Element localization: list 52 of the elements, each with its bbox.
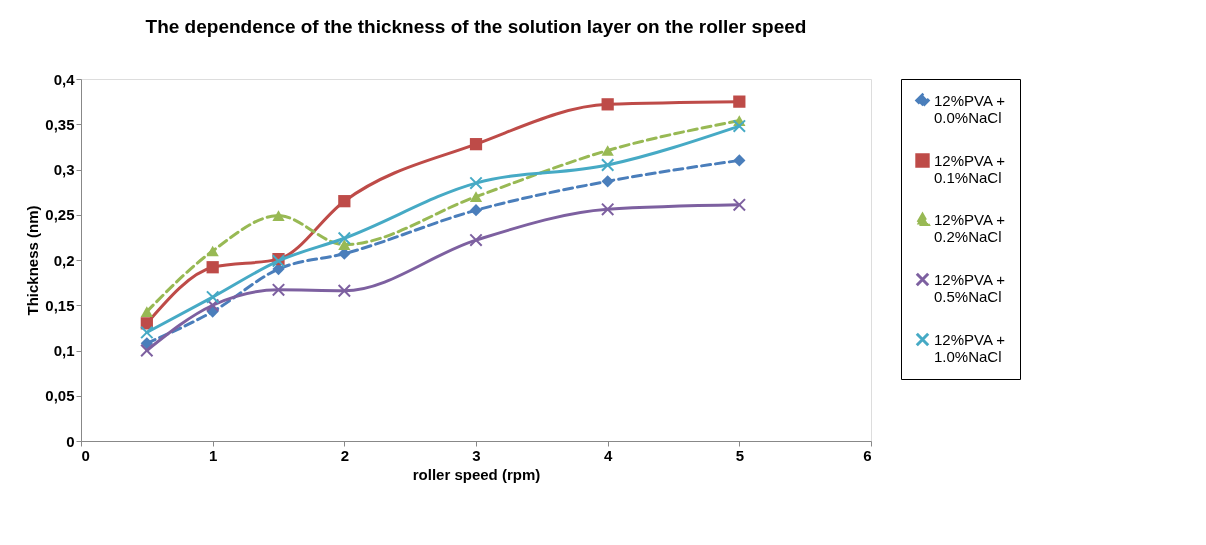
point [205,290,220,304]
point [469,233,483,247]
point [601,98,614,111]
y-tick-label: 0,05 [45,387,75,405]
point [140,343,154,358]
x-tick-label: 3 [472,446,481,464]
point [469,191,483,202]
point [600,202,615,217]
legend-label: 12%PVA + 0.0%NaCl [934,91,1006,126]
y-axis-title: Thickness (nm) [24,205,42,316]
point [206,245,219,257]
legend-label: 12%PVA + 0.1%NaCl [934,151,1006,186]
point [272,210,285,221]
y-tick-label: 0 [66,432,75,450]
chart-title: The dependence of the thickness of the solution layer on the roller speed [145,16,807,37]
x-tick-label: 6 [863,446,872,464]
point [469,204,483,217]
x-tick-label: 4 [603,446,613,464]
point [140,337,153,350]
point [140,306,153,317]
point [206,261,219,274]
y-tick-label: 0,35 [45,115,75,133]
y-tick-label: 0,3 [53,161,75,178]
point [271,283,286,297]
x-tick-label: 0 [81,446,90,464]
point [140,325,154,340]
point [469,138,483,151]
point [205,298,220,312]
x-tick-label: 1 [208,446,218,464]
y-tick-label: 0,25 [45,206,75,224]
y-tick-label: 0,1 [53,342,75,359]
point [732,198,747,212]
legend-label: 12%PVA + 0.5%NaCl [934,270,1006,305]
point [337,231,352,245]
point [601,145,614,156]
x-axis-title: roller speed (rpm) [412,465,541,483]
point [600,158,615,172]
x-tick-label: 2 [340,446,350,464]
point [469,176,483,190]
point [732,119,747,133]
legend-label: 12%PVA + 1.0%NaCl [934,330,1006,365]
point [601,175,614,188]
point [733,154,746,167]
point [337,284,352,298]
y-tick-label: 0,15 [45,296,75,314]
point [733,95,746,108]
y-tick-label: 0,2 [53,251,75,269]
y-tick-label: 0,4 [53,70,76,88]
point [338,195,351,208]
legend-label: 12%PVA + 0.2%NaCl [934,210,1006,245]
x-tick-label: 5 [735,446,745,464]
point [338,239,351,250]
